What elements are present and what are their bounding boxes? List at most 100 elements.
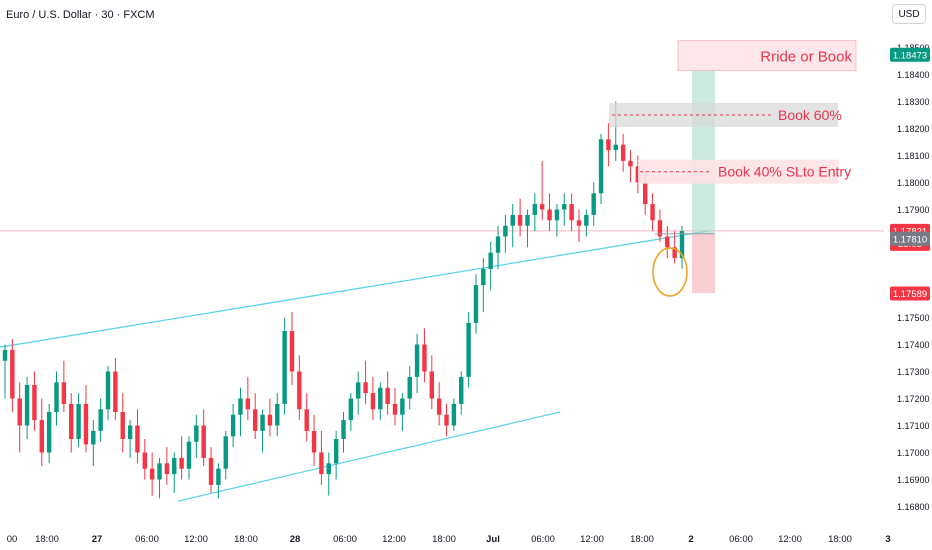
candle-body bbox=[385, 387, 390, 404]
candle-body bbox=[481, 268, 486, 286]
candle-body bbox=[113, 371, 118, 412]
candle-body bbox=[488, 252, 493, 269]
candle-body bbox=[54, 382, 59, 412]
target-zone[interactable] bbox=[692, 55, 715, 234]
trendlines[interactable] bbox=[0, 230, 884, 502]
price-tick-label: 1.17000 bbox=[897, 448, 930, 458]
price-tick-label: 1.16800 bbox=[897, 502, 930, 512]
candle-body bbox=[46, 412, 52, 453]
candle-body bbox=[642, 182, 648, 205]
candle-body bbox=[422, 344, 427, 372]
candle-body bbox=[650, 204, 655, 221]
candle-body bbox=[620, 144, 626, 161]
candle-body bbox=[289, 331, 295, 372]
candle-body bbox=[32, 385, 37, 421]
candle-body bbox=[223, 436, 228, 469]
candle-body bbox=[532, 204, 538, 215]
candle-body bbox=[539, 204, 545, 210]
stop-price-label-bg bbox=[890, 286, 930, 301]
candle-body bbox=[319, 452, 324, 475]
candle-body bbox=[333, 439, 339, 464]
candle-body bbox=[149, 468, 155, 480]
candle-body bbox=[363, 382, 368, 394]
candle-body bbox=[61, 382, 67, 404]
candle-body bbox=[451, 403, 457, 426]
candles bbox=[2, 101, 685, 499]
lower-trendline[interactable] bbox=[177, 411, 561, 502]
price-tick-label: 1.18000 bbox=[897, 178, 930, 188]
candle-body bbox=[591, 193, 596, 215]
candle-body bbox=[562, 204, 567, 210]
candle-body bbox=[304, 409, 309, 431]
candle-body bbox=[135, 425, 140, 453]
upper-trendline[interactable] bbox=[0, 230, 709, 348]
candle-body bbox=[525, 214, 530, 226]
candle-body bbox=[598, 139, 604, 194]
stop-zone[interactable] bbox=[692, 233, 715, 294]
target-price-label-bg bbox=[890, 47, 930, 62]
candle-body bbox=[429, 371, 435, 399]
ride-or-book-label: Rride or Book bbox=[760, 49, 852, 66]
currency-button[interactable]: USD bbox=[892, 4, 926, 24]
candle-body bbox=[436, 398, 442, 415]
candle-body bbox=[17, 398, 22, 426]
price-tick-label: 1.17300 bbox=[897, 367, 930, 377]
candle-body bbox=[260, 414, 265, 431]
ride-or-book-box[interactable] bbox=[677, 40, 857, 72]
candle-body bbox=[127, 425, 133, 439]
time-tick-label: 06:00 bbox=[135, 534, 159, 545]
price-tick-label: 1.17200 bbox=[897, 394, 930, 404]
candle-body bbox=[120, 412, 125, 439]
candle-body bbox=[672, 247, 677, 259]
candle-body bbox=[172, 457, 177, 475]
candle-body bbox=[282, 331, 287, 404]
time-tick-label: 18:00 bbox=[828, 534, 852, 545]
candle-body bbox=[510, 214, 515, 226]
symbol-title: Euro / U.S. Dollar · 30 · FXCM bbox=[6, 9, 155, 21]
candle-body bbox=[98, 409, 103, 431]
book-60-box[interactable] bbox=[609, 103, 838, 127]
candle-body bbox=[341, 420, 346, 439]
time-tick-label: 27 bbox=[92, 534, 103, 545]
candle-body bbox=[230, 414, 236, 437]
candle-body bbox=[569, 204, 574, 221]
candle-body bbox=[201, 425, 206, 458]
time-tick-label: 06:00 bbox=[729, 534, 753, 545]
stop-price-label: 1.17589 bbox=[893, 289, 927, 300]
candle-body bbox=[179, 457, 184, 469]
book-40-label: Book 40% SLto Entry bbox=[718, 164, 851, 180]
price-tick-label: 1.18300 bbox=[897, 97, 930, 107]
candle-body bbox=[105, 371, 111, 410]
highlight-circle[interactable] bbox=[652, 247, 688, 297]
candle-body bbox=[370, 393, 376, 410]
price-tick-label: 1.17100 bbox=[897, 421, 930, 431]
candle-body bbox=[613, 144, 618, 151]
candle-body bbox=[495, 236, 501, 253]
price-tick-label: 1.18100 bbox=[897, 151, 930, 161]
candle-body bbox=[194, 425, 199, 442]
candle-body bbox=[665, 236, 670, 248]
candle-body bbox=[576, 220, 582, 226]
candle-body bbox=[297, 371, 302, 410]
candle-body bbox=[91, 430, 96, 445]
trade-annotations[interactable]: Rride or Book Book 60% Book 40% SLto Entry bbox=[609, 40, 857, 297]
candle-body bbox=[378, 387, 383, 410]
time-tick-label: 06:00 bbox=[333, 534, 357, 545]
price-tick-label: 1.18200 bbox=[897, 124, 930, 134]
time-tick-label: 12:00 bbox=[382, 534, 406, 545]
candle-body bbox=[164, 463, 170, 475]
candle-body bbox=[414, 344, 420, 377]
candle-body bbox=[252, 409, 258, 431]
candle-body bbox=[2, 349, 8, 361]
candle-body bbox=[39, 420, 45, 453]
candle-body bbox=[83, 403, 89, 445]
candle-body bbox=[466, 322, 471, 377]
time-axis[interactable]: 00 18:00 27 06:00 12:00 18:00 28 06:00 12:00 18:0… bbox=[7, 534, 891, 545]
candle-body bbox=[326, 463, 331, 475]
candle-body bbox=[245, 398, 251, 410]
candle-body bbox=[275, 403, 280, 426]
price-axis[interactable]: 1.16800 1.16900 1.17000 1.17100 1.17200 1.173… bbox=[890, 43, 930, 512]
candle-body bbox=[679, 231, 685, 259]
candle-body bbox=[503, 225, 508, 237]
